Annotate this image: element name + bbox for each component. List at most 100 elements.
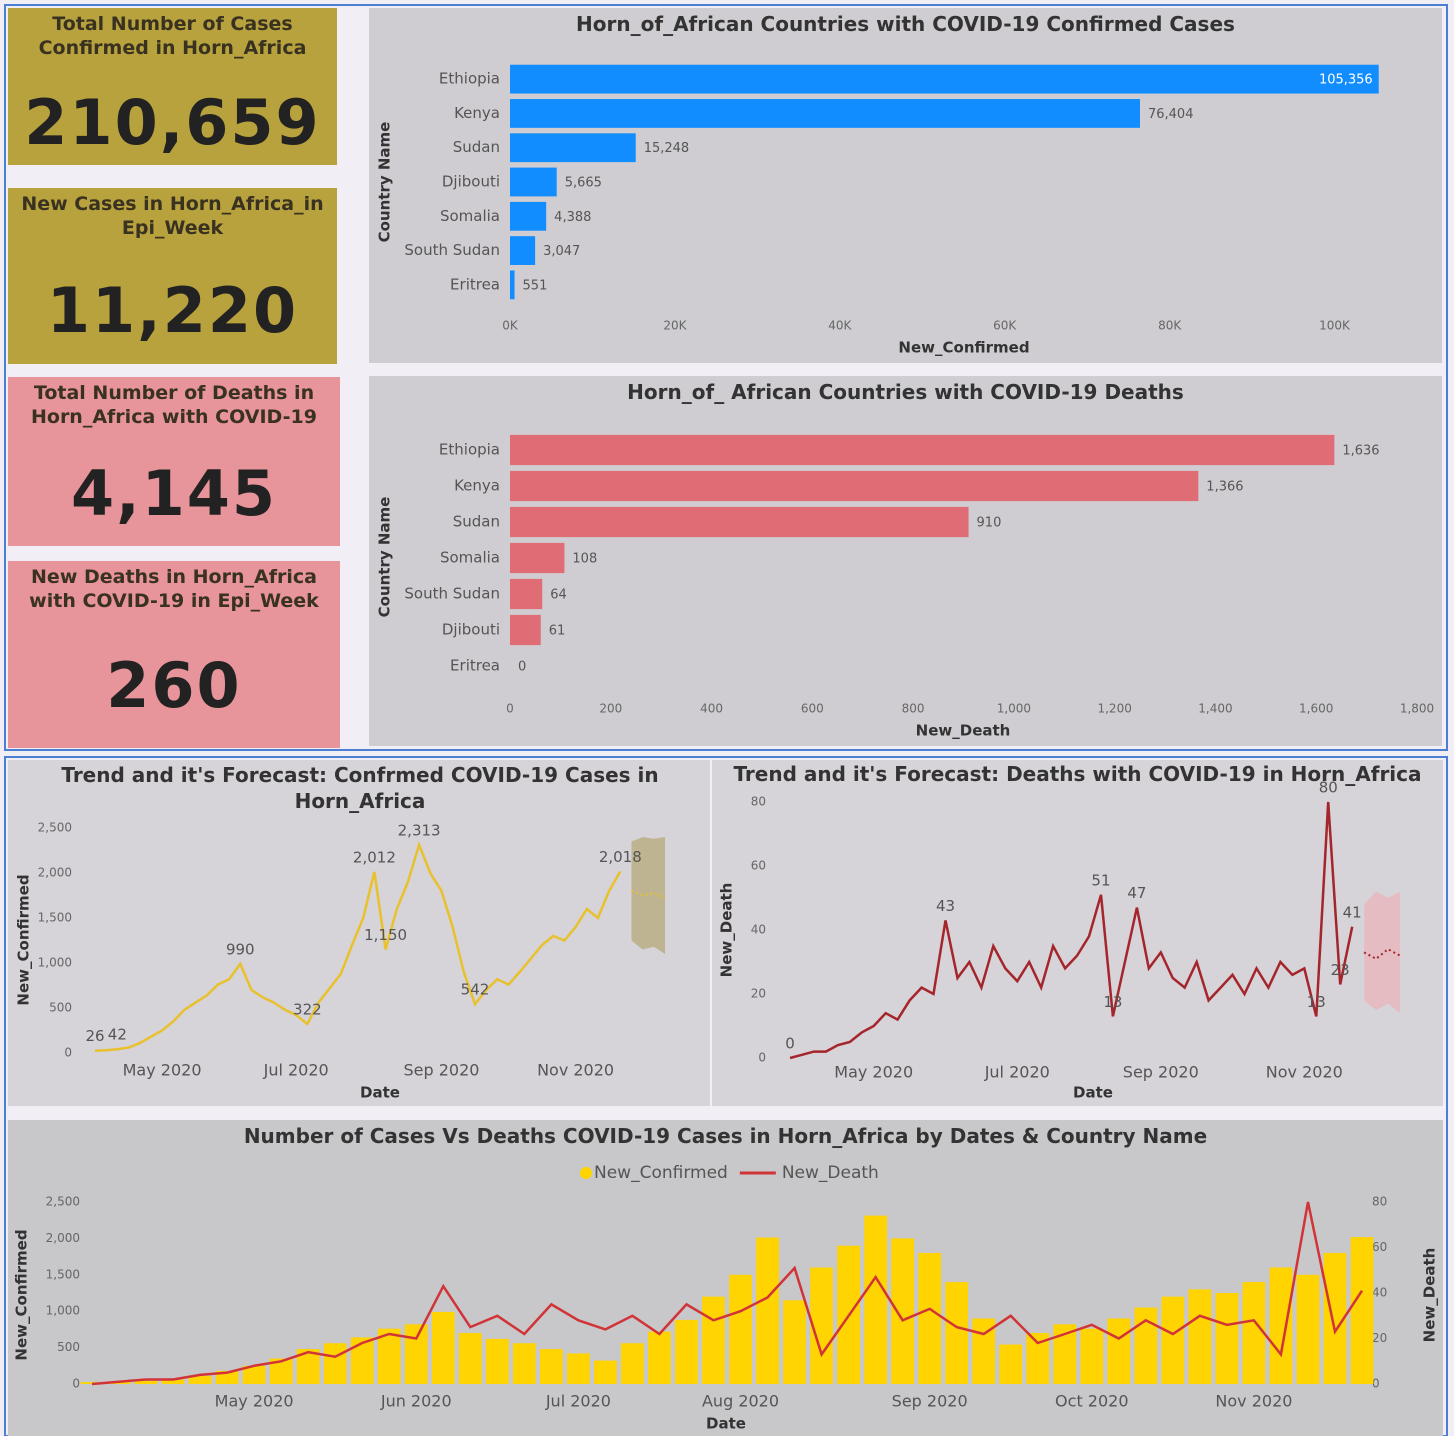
bar [458, 1333, 482, 1384]
bar [510, 270, 515, 300]
x-tick-label: 20K [663, 319, 687, 333]
bar [1323, 1252, 1347, 1384]
x-tick-label: Oct 2020 [1055, 1392, 1128, 1411]
data-label: 80 [1319, 779, 1338, 797]
legend-marker [580, 1167, 592, 1179]
x-tick-label: 80K [1158, 319, 1182, 333]
data-label: 0 [518, 660, 526, 675]
bar [510, 578, 543, 610]
kpi-value: 210,659 [24, 86, 321, 159]
bar [510, 99, 1140, 128]
kpi-title: Total Number of Cases Confirmed in Horn_… [38, 13, 307, 59]
bar [810, 1267, 833, 1384]
category-label: Somalia [440, 207, 500, 225]
data-label: 990 [226, 940, 255, 958]
bar [510, 506, 969, 538]
bar [945, 1282, 969, 1384]
y-axis-title: New_Confirmed [13, 1229, 31, 1360]
bar [485, 1338, 509, 1384]
bar [1188, 1289, 1212, 1384]
x-tick-label: May 2020 [215, 1392, 294, 1411]
y-axis-title: New_Confirmed [15, 874, 33, 1005]
bar [567, 1353, 590, 1384]
y-tick-label: 60 [751, 859, 766, 873]
y2-axis-title: New_Death [1421, 1248, 1439, 1343]
bar [188, 1375, 212, 1384]
bar [510, 614, 541, 646]
y-tick-label: 500 [57, 1340, 80, 1354]
y-tick-label: 2,000 [38, 866, 72, 880]
data-label: 322 [293, 1001, 322, 1019]
x-tick-label: 1,600 [1299, 702, 1333, 716]
bar [918, 1252, 942, 1384]
data-label: 105,356 [1319, 73, 1373, 88]
x-tick-label: Sep 2020 [892, 1392, 968, 1411]
bar [891, 1238, 914, 1384]
kpi-title: New Deaths in Horn_Africa with COVID-19 … [29, 566, 319, 612]
x-tick-label: 100K [1319, 319, 1351, 333]
kpi-value: 260 [106, 649, 242, 722]
data-label: 108 [572, 552, 597, 567]
bar [1242, 1282, 1266, 1384]
x-axis-title: Date [1073, 1084, 1113, 1102]
legend-label: New_Death [782, 1163, 879, 1183]
x-tick-label: 60K [993, 319, 1017, 333]
data-label: 64 [550, 588, 567, 603]
x-axis-title: Date [706, 1415, 746, 1433]
kpi-card: New Deaths in Horn_Africa with COVID-19 … [8, 561, 340, 748]
category-label: Eritrea [450, 657, 500, 675]
bar [510, 236, 536, 265]
bar [510, 64, 1379, 94]
chart-title: Number of Cases Vs Deaths COVID-19 Cases… [243, 1124, 1208, 1148]
bar [1053, 1324, 1077, 1384]
x-tick-label: 1,800 [1400, 702, 1434, 716]
category-label: Kenya [454, 477, 500, 495]
x-tick-label: 0 [506, 702, 514, 716]
kpi-value: 4,145 [70, 457, 278, 530]
x-axis-title: Date [360, 1084, 400, 1102]
x-tick-label: Aug 2020 [702, 1392, 779, 1411]
x-tick-label: Jul 2020 [545, 1392, 611, 1411]
bar [1107, 1318, 1131, 1384]
bar [729, 1274, 752, 1384]
data-label: 542 [461, 981, 490, 999]
bar [377, 1328, 401, 1384]
x-tick-label: Nov 2020 [1266, 1063, 1343, 1082]
y-tick-label: 0 [72, 1377, 80, 1391]
trend-line [789, 801, 1354, 1060]
bar [510, 201, 547, 231]
data-label: 0 [785, 1035, 795, 1053]
y-axis-title: Country Name [376, 122, 394, 243]
y-tick-label: 2,500 [38, 821, 72, 835]
bar [510, 542, 565, 574]
x-tick-label: May 2020 [834, 1063, 913, 1082]
y-tick-label: 1,500 [38, 911, 72, 925]
y-axis-title: Country Name [376, 497, 394, 618]
data-label: 2,012 [353, 848, 396, 866]
bar [783, 1300, 806, 1384]
data-label: 47 [1127, 884, 1146, 902]
x-tick-label: 600 [801, 702, 824, 716]
bar [242, 1365, 266, 1384]
legend-label: New_Confirmed [594, 1163, 728, 1183]
x-tick-label: 40K [828, 319, 852, 333]
bar [999, 1344, 1023, 1384]
kpi-value: 11,220 [46, 274, 299, 347]
bar [675, 1319, 698, 1384]
data-label: 61 [549, 624, 566, 639]
y-tick-label: 2,000 [46, 1231, 80, 1245]
category-label: Sudan [453, 138, 500, 156]
bar [972, 1318, 996, 1384]
chart-title: Horn_of_African Countries with COVID-19 … [576, 12, 1235, 36]
data-label: 3,047 [543, 244, 580, 259]
data-label: 1,366 [1206, 480, 1243, 495]
bar [621, 1343, 644, 1384]
bar [648, 1331, 671, 1384]
x-tick-label: 400 [700, 702, 723, 716]
bar [756, 1237, 779, 1384]
data-label: 51 [1091, 871, 1110, 889]
bar [1269, 1267, 1293, 1384]
line [91, 1201, 1364, 1386]
